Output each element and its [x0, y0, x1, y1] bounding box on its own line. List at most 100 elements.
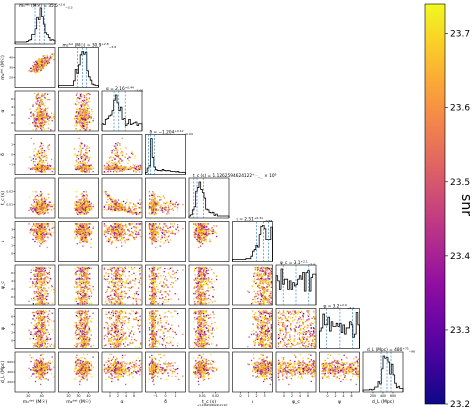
scatter-point: [33, 232, 34, 233]
scatter-point: [37, 242, 38, 243]
scatter-point: [41, 209, 42, 210]
scatter-point: [132, 167, 133, 168]
scatter-point: [115, 224, 116, 225]
scatter-point: [83, 106, 84, 107]
scatter-point: [123, 226, 124, 227]
scatter-point: [39, 106, 40, 107]
scatter-point: [43, 105, 44, 106]
scatter-point: [85, 239, 86, 240]
scatter-point: [41, 128, 42, 129]
scatter-point: [198, 223, 199, 224]
scatter-point: [86, 128, 87, 129]
scatter-point: [109, 197, 110, 198]
scatter-point: [43, 59, 44, 60]
scatter-point: [40, 195, 41, 196]
scatter-point: [40, 61, 41, 62]
scatter-point: [199, 242, 200, 243]
scatter-point: [36, 168, 37, 169]
scatter-point: [127, 234, 128, 235]
scatter-point: [51, 113, 52, 114]
scatter-point: [75, 201, 76, 202]
scatter-point: [199, 235, 200, 236]
scatter-point: [117, 144, 118, 145]
scatter-point: [35, 70, 36, 71]
scatter-point: [40, 148, 41, 149]
scatter-point: [76, 156, 77, 157]
scatter-point: [83, 110, 84, 111]
scatter-point: [82, 204, 83, 205]
scatter-point: [41, 160, 42, 161]
histogram-panel-4: δ = −1.204+0.12−0.04: [146, 129, 193, 175]
scatter-point: [168, 209, 169, 210]
scatter-point: [81, 204, 82, 205]
scatter-point: [88, 115, 89, 116]
scatter-point: [38, 64, 39, 65]
scatter-point: [111, 152, 112, 153]
scatter-point: [117, 229, 118, 230]
scatter-point: [126, 209, 127, 210]
y-tick-label: 2: [11, 113, 13, 117]
scatter-point: [49, 229, 50, 230]
scatter-point: [44, 199, 45, 200]
title-sub: −0.04: [184, 132, 193, 136]
scatter-point: [208, 229, 209, 230]
scatter-point: [107, 167, 108, 168]
scatter-point: [105, 204, 106, 205]
scatter-point: [135, 164, 136, 165]
scatter-point: [117, 169, 118, 170]
scatter-point: [84, 95, 85, 96]
scatter-point: [210, 241, 211, 242]
scatter-point: [82, 235, 83, 236]
scatter-point: [43, 243, 44, 244]
scatter-point: [119, 236, 120, 237]
scatter-point: [44, 55, 45, 56]
scatter-point: [198, 226, 199, 227]
scatter-point: [52, 206, 53, 207]
scatter-point: [168, 242, 169, 243]
scatter-point: [44, 234, 45, 235]
scatter-point: [117, 152, 118, 153]
scatter-point: [116, 234, 117, 235]
scatter-point: [84, 233, 85, 234]
scatter-point: [132, 236, 133, 237]
scatter-point: [50, 57, 51, 58]
y-tick-label: 1: [11, 143, 13, 147]
scatter-point: [200, 226, 201, 227]
scatter-point: [81, 150, 82, 151]
scatter-point: [33, 158, 34, 159]
scatter-point: [110, 239, 111, 240]
scatter-point: [201, 239, 202, 240]
scatter-point: [42, 108, 43, 109]
scatter-point: [166, 232, 167, 233]
scatter-point: [53, 114, 54, 115]
scatter-point: [85, 205, 86, 206]
scatter-point: [83, 206, 84, 207]
scatter-point: [40, 116, 41, 117]
scatter-point: [43, 231, 44, 232]
scatter-point: [39, 194, 40, 195]
y-tick-label: 3: [11, 228, 13, 232]
scatter-point: [79, 214, 80, 215]
scatter-panel-4-2: [59, 135, 99, 175]
scatter-point: [37, 164, 38, 165]
scatter-point: [160, 228, 161, 229]
scatter-point: [125, 242, 126, 243]
scatter-point: [77, 243, 78, 244]
y-axis-label-3: α: [1, 109, 6, 112]
scatter-point: [38, 151, 39, 152]
scatter-point: [210, 233, 211, 234]
scatter-point: [205, 240, 206, 241]
scatter-point: [40, 166, 41, 167]
scatter-point: [52, 303, 53, 304]
scatter-point: [41, 154, 42, 155]
scatter-point: [39, 146, 40, 147]
scatter-point: [40, 232, 41, 233]
scatter-point: [48, 203, 49, 204]
scatter-point: [151, 202, 152, 203]
scatter-point: [33, 62, 34, 63]
scatter-point: [47, 147, 48, 148]
scatter-point: [37, 195, 38, 196]
scatter-point: [35, 119, 36, 120]
scatter-point: [41, 58, 42, 59]
scatter-point: [127, 240, 128, 241]
